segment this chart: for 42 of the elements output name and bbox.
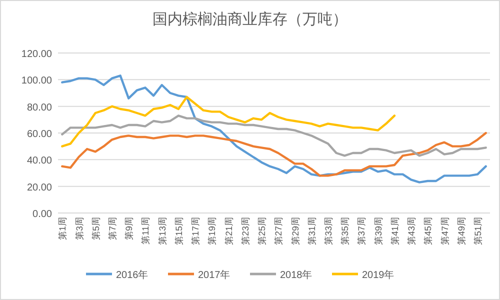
x-tick-label: 第11周 — [140, 217, 151, 244]
y-tick-label: 20.00 — [26, 182, 52, 194]
x-tick-label: 第41周 — [390, 217, 400, 246]
legend-label: 2018年 — [280, 269, 312, 281]
x-tick-label: 第39周 — [373, 217, 384, 246]
y-tick-label: 100.00 — [21, 76, 52, 87]
chart-title: 国内棕榈油商业库存（万吨） — [152, 11, 348, 28]
line-series — [61, 96, 396, 148]
x-tick-label: 第25周 — [257, 217, 268, 246]
x-tick-label: 第47周 — [440, 217, 450, 246]
x-tick-label: 第37周 — [356, 217, 367, 246]
x-tick-label: 第43周 — [406, 217, 417, 246]
x-tick-label: 第7周 — [108, 217, 118, 240]
y-tick-label: 60.00 — [26, 129, 52, 140]
y-tick-label: 40.00 — [26, 156, 52, 167]
x-tick-label: 第45周 — [423, 217, 434, 246]
x-tick-label: 第5周 — [90, 217, 101, 240]
legend-label: 2017年 — [198, 269, 230, 281]
x-tick-label: 第21周 — [224, 217, 234, 246]
legend-label: 2016年 — [116, 269, 148, 281]
x-tick-label: 第27周 — [274, 217, 284, 246]
x-tick-label: 第33周 — [324, 217, 334, 246]
y-tick-label: 120.00 — [21, 49, 52, 60]
x-tick-label: 第3周 — [74, 217, 84, 240]
x-tick-label: 第29周 — [290, 217, 300, 246]
x-tick-label: 第35周 — [340, 217, 350, 246]
x-tick-label: 第31周 — [306, 217, 317, 246]
x-tick-label: 第51周 — [473, 217, 484, 246]
x-tick-label: 第1周 — [58, 217, 68, 240]
line-series — [61, 74, 487, 184]
x-tick-label: 第23周 — [240, 217, 250, 246]
legend-label: 2019年 — [362, 269, 394, 281]
x-tick-label: 第17周 — [190, 217, 201, 246]
y-tick-label: 0.00 — [32, 209, 52, 220]
y-tick-label: 80.00 — [26, 102, 52, 114]
x-tick-label: 第9周 — [124, 217, 134, 240]
x-tick-label: 第49周 — [456, 217, 466, 246]
x-tick-label: 第19周 — [207, 217, 218, 246]
x-tick-label: 第13周 — [157, 217, 168, 246]
line-series — [61, 132, 487, 177]
line-series — [61, 114, 487, 157]
x-tick-label: 第15周 — [174, 217, 184, 246]
